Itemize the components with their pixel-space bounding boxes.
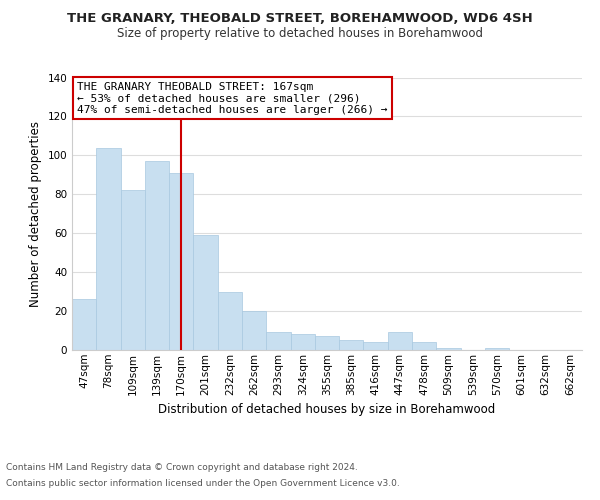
Bar (96, 148, 121, 350)
Bar (72, 300, 96, 350)
Bar (121, 190, 145, 350)
Bar (364, 342, 388, 350)
X-axis label: Distribution of detached houses by size in Borehamwood: Distribution of detached houses by size … (158, 403, 496, 416)
Bar (388, 332, 412, 350)
Bar (412, 342, 436, 350)
Bar (242, 311, 266, 350)
Bar (193, 235, 218, 350)
Text: Contains public sector information licensed under the Open Government Licence v3: Contains public sector information licen… (6, 478, 400, 488)
Bar (266, 332, 290, 350)
Bar (169, 173, 193, 350)
Text: Size of property relative to detached houses in Borehamwood: Size of property relative to detached ho… (117, 28, 483, 40)
Bar (145, 161, 169, 350)
Bar (290, 334, 315, 350)
Text: THE GRANARY THEOBALD STREET: 167sqm
← 53% of detached houses are smaller (296)
4: THE GRANARY THEOBALD STREET: 167sqm ← 53… (77, 82, 388, 115)
Bar (339, 340, 364, 350)
Bar (315, 336, 339, 350)
Text: Contains HM Land Registry data © Crown copyright and database right 2024.: Contains HM Land Registry data © Crown c… (6, 464, 358, 472)
Text: THE GRANARY, THEOBALD STREET, BOREHAMWOOD, WD6 4SH: THE GRANARY, THEOBALD STREET, BOREHAMWOO… (67, 12, 533, 26)
Bar (436, 348, 461, 350)
Bar (218, 292, 242, 350)
Y-axis label: Number of detached properties: Number of detached properties (29, 120, 42, 306)
Bar (485, 348, 509, 350)
